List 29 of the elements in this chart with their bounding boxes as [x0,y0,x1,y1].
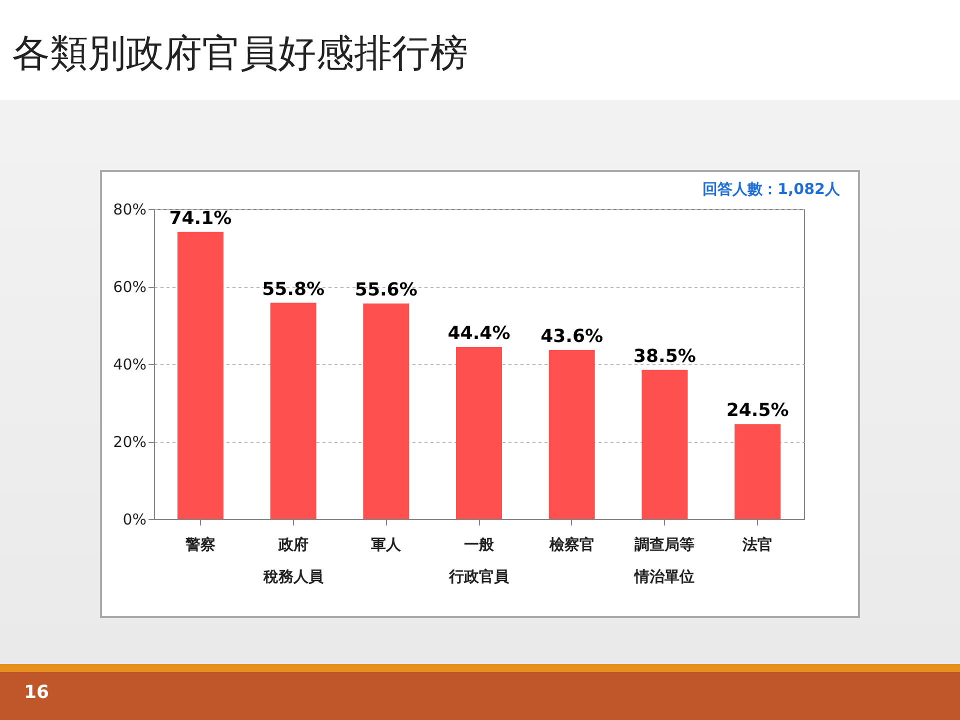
chart-title: 各類別政府官員好感排行榜 [0,0,960,100]
x-tick-label: 警察 [184,536,216,554]
data-label: 38.5% [633,346,696,367]
y-tick-label: 80% [113,200,146,218]
bar [363,304,410,519]
bar [642,370,688,519]
bar [734,424,781,519]
data-label: 43.6% [540,326,604,348]
x-tick-label: 法官 [742,536,773,554]
data-label: 24.5% [726,400,789,422]
y-tick-label: 60% [113,278,146,296]
bar [456,346,502,519]
bar [270,302,316,519]
x-tick-label: 軍人 [371,536,402,554]
x-tick-label: 政府稅務人員 [262,536,324,586]
x-tick-label: 一般行政官員 [448,536,510,586]
y-tick-label: 0% [122,510,146,528]
y-tick-label: 20% [113,433,146,451]
y-tick-label: 40% [113,356,146,374]
bar [548,350,595,519]
text: 16 [24,682,50,703]
data-label: 55.6% [354,280,418,301]
text: 回答人數：1,082人 [702,180,840,199]
data-label: 44.4% [448,322,510,344]
data-label: 55.8% [262,278,325,300]
bar [177,232,224,519]
x-tick-label: 檢察官 [548,536,594,554]
x-tick-label: 調查局等情治單位 [634,536,695,586]
data-label: 74.1% [169,208,232,229]
